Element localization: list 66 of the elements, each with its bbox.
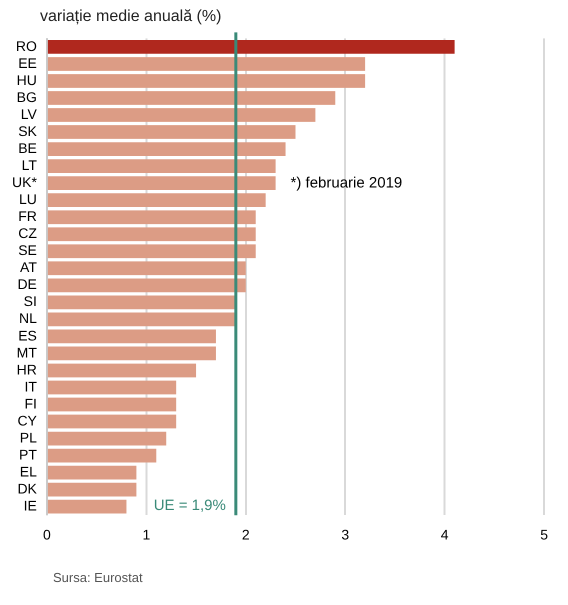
bar <box>48 482 136 497</box>
y-tick-label: LT <box>22 156 38 173</box>
bar <box>48 108 316 122</box>
bar <box>48 448 156 462</box>
y-tick-label: FR <box>18 208 37 224</box>
y-tick-label: BE <box>18 140 37 156</box>
y-tick-label: SI <box>24 293 37 310</box>
x-tick-label: 3 <box>341 526 350 542</box>
x-tick-label: 5 <box>540 526 548 542</box>
bar <box>48 278 246 292</box>
bar <box>48 159 276 173</box>
y-tick-label: HU <box>16 72 37 88</box>
y-tick-label: RO <box>16 38 38 54</box>
y-tick-label: IE <box>24 498 37 514</box>
bar <box>48 244 256 258</box>
y-tick-label: AT <box>20 259 38 276</box>
bar <box>48 364 196 378</box>
x-tick-label: 4 <box>440 526 449 542</box>
bar <box>48 57 366 71</box>
bar <box>48 74 366 88</box>
bar <box>48 91 336 105</box>
y-tick-label: DK <box>17 480 38 497</box>
ref-line-label: UE = 1,9% <box>154 496 226 514</box>
y-tick-label: UK* <box>12 174 38 190</box>
y-tick-label: PL <box>20 429 38 446</box>
x-tick-label: 0 <box>43 526 51 542</box>
bar <box>48 261 246 276</box>
chart-title: variație medie anuală (%) <box>39 8 222 26</box>
bar <box>48 432 166 446</box>
bar <box>48 295 236 310</box>
y-tick-label: NL <box>18 310 38 326</box>
text: Sursa: Eurostat <box>52 570 144 585</box>
y-tick-label: HR <box>16 361 37 378</box>
y-tick-label: IT <box>24 378 38 394</box>
bar <box>48 193 266 208</box>
y-tick-label: LV <box>20 106 38 122</box>
y-tick-label: SE <box>18 242 37 258</box>
y-tick-label: CZ <box>18 225 38 242</box>
y-tick-label: PT <box>19 446 38 462</box>
bar <box>48 500 126 514</box>
bar <box>48 176 276 190</box>
x-tick-label: 1 <box>142 526 150 542</box>
bar <box>48 414 176 428</box>
y-tick-label: LU <box>18 191 37 208</box>
bar <box>48 380 176 394</box>
bar <box>48 312 236 326</box>
y-tick-label: SK <box>18 122 38 139</box>
y-tick-label: FI <box>24 395 37 412</box>
bar <box>48 125 296 139</box>
y-tick-label: EE <box>18 54 37 71</box>
bar <box>48 398 176 412</box>
y-tick-label: ES <box>18 327 37 344</box>
bar <box>48 330 216 344</box>
bar <box>48 210 256 224</box>
y-tick-label: EL <box>20 463 38 480</box>
y-tick-label: BG <box>16 88 37 105</box>
y-tick-label: CY <box>17 412 38 428</box>
bar <box>48 40 455 54</box>
bar <box>48 142 286 156</box>
bar <box>48 346 216 360</box>
y-tick-label: MT <box>16 344 38 360</box>
annotation: *) februarie 2019 <box>290 174 402 192</box>
bar <box>48 227 256 242</box>
bar <box>48 466 136 480</box>
x-tick-label: 2 <box>242 526 250 542</box>
y-tick-label: DE <box>17 276 37 292</box>
